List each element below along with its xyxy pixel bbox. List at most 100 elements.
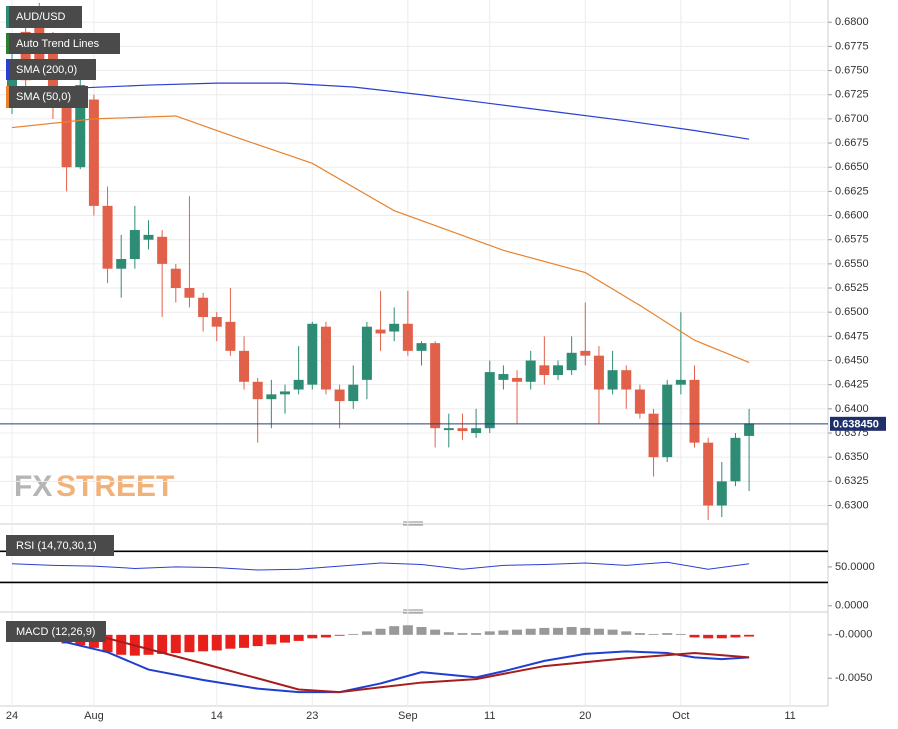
- candle-body: [225, 321, 236, 351]
- candle-body: [539, 365, 550, 376]
- y-tick-label: 0.6525: [835, 282, 869, 294]
- watermark-street: STREET: [56, 470, 174, 503]
- candle-body: [716, 481, 727, 506]
- histogram-bar: [457, 633, 468, 635]
- candle-body: [744, 423, 755, 436]
- y-tick-label: 0.6550: [835, 258, 869, 270]
- histogram-bar: [580, 627, 591, 635]
- histogram-bar: [484, 631, 495, 635]
- candle-body: [512, 377, 523, 382]
- histogram-bar: [662, 633, 673, 635]
- legend-label: Auto Trend Lines: [16, 38, 100, 50]
- histogram-bar: [348, 633, 359, 635]
- candle-body: [211, 317, 222, 327]
- candle-body: [525, 360, 536, 382]
- histogram-bar: [266, 634, 277, 645]
- histogram-bar: [716, 634, 727, 639]
- candle-body: [88, 99, 99, 206]
- candle-body: [170, 268, 181, 289]
- histogram-bar: [157, 634, 168, 654]
- watermark: FX STREET: [14, 470, 174, 503]
- histogram-bar: [252, 634, 263, 647]
- histogram-bar: [621, 631, 632, 635]
- candle-body: [239, 350, 250, 382]
- candle-body: [689, 379, 700, 443]
- histogram-bar: [744, 634, 755, 637]
- candle-body: [593, 355, 604, 390]
- histogram-bar: [184, 634, 195, 653]
- histogram-bar: [102, 634, 113, 653]
- legend-label: SMA (200,0): [16, 64, 77, 76]
- candle-body: [252, 381, 263, 400]
- histogram-bar: [361, 631, 372, 635]
- legend-swatch: [6, 86, 9, 108]
- x-tick-label: 14: [211, 710, 223, 722]
- x-tick-label: 11: [484, 710, 495, 722]
- candle-body: [61, 107, 72, 168]
- histogram-bar: [389, 626, 400, 635]
- candle-body: [566, 352, 577, 371]
- histogram-bar: [689, 634, 700, 638]
- candle-body: [471, 428, 482, 434]
- histogram-bar: [334, 634, 345, 636]
- y-tick-label: 0.6575: [835, 234, 869, 246]
- y-tick-label: 0.6800: [835, 16, 869, 28]
- candle-body: [662, 384, 673, 458]
- x-tick-label: Oct: [672, 710, 689, 722]
- legend-label: SMA (50,0): [16, 91, 71, 103]
- candle-body: [293, 379, 304, 390]
- histogram-bar: [675, 633, 686, 635]
- y-tick-label: 0.6425: [835, 379, 869, 391]
- plot: 24 Aug 14 23 Sep 11 20 Oct 11 0.6300 0.6325 0.6350 0…: [0, 0, 886, 722]
- legend-box[interactable]: [6, 59, 96, 80]
- indicator-line: [11, 115, 750, 364]
- histogram-bar: [307, 634, 318, 639]
- histogram-bar: [170, 634, 181, 654]
- candle-body: [675, 379, 686, 385]
- legend-swatch: [6, 59, 9, 80]
- histogram-bar: [239, 634, 250, 648]
- candle-body: [143, 234, 154, 240]
- x-tick-label: 24: [6, 710, 18, 722]
- legend-box[interactable]: [6, 621, 106, 642]
- histogram-bar: [375, 628, 386, 635]
- candle-body: [307, 323, 318, 385]
- y-tick-label: 0.0000: [835, 600, 869, 612]
- histogram-bar: [471, 633, 482, 635]
- histogram-bar: [566, 627, 577, 635]
- y-tick-label: 0.6750: [835, 64, 869, 76]
- candle-body: [129, 230, 140, 260]
- candle-body: [375, 329, 386, 334]
- legend-box[interactable]: [6, 33, 120, 54]
- candle-body: [430, 343, 441, 429]
- histogram-bar: [730, 634, 741, 638]
- candle-body: [334, 389, 345, 402]
- legend-swatch: [6, 33, 9, 54]
- candle-body: [484, 372, 495, 429]
- legend-box[interactable]: [6, 6, 82, 28]
- last-price-label: 0.638450: [833, 419, 879, 431]
- candle-body: [184, 288, 195, 298]
- legend-box[interactable]: [6, 86, 88, 108]
- candle-body: [402, 323, 413, 351]
- panel-separators: [0, 0, 829, 707]
- candle-body: [498, 374, 509, 380]
- watermark-fx: FX: [14, 470, 52, 503]
- indicator-line: [11, 633, 750, 694]
- histogram-bar: [402, 625, 413, 635]
- histogram-bar: [525, 628, 536, 635]
- candle-body: [457, 428, 468, 432]
- y-tick-label: 0.6625: [835, 185, 869, 197]
- legend-swatch: [6, 6, 9, 28]
- x-tick-label: Aug: [84, 710, 104, 722]
- y-tick-label: 0.6675: [835, 137, 869, 149]
- histogram-bar: [320, 634, 331, 638]
- y-tick-label: -0.0000: [835, 629, 872, 641]
- legend-box[interactable]: [6, 535, 114, 556]
- histogram-bar: [430, 629, 441, 635]
- candle-body: [416, 343, 427, 351]
- y-tick-label: 0.6500: [835, 306, 869, 318]
- x-tick-label: 20: [579, 710, 591, 722]
